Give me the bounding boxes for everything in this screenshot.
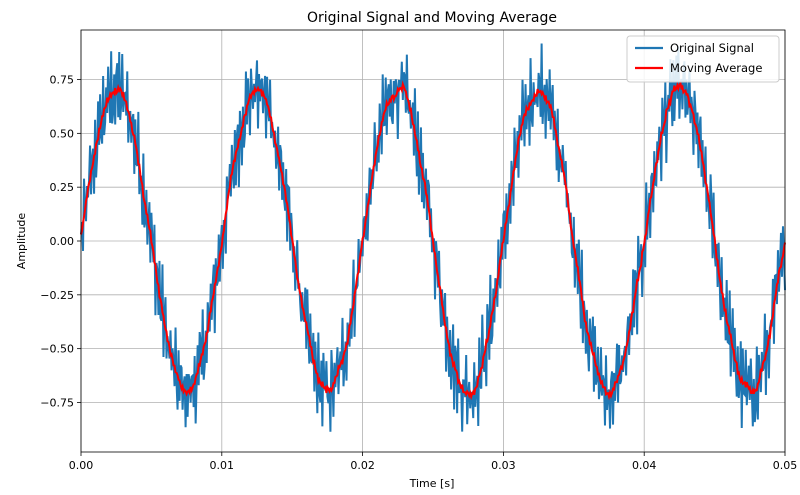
y-tick-label: 0.75 xyxy=(50,74,75,87)
y-tick-label: 0.25 xyxy=(50,181,75,194)
x-tick-label: 0.04 xyxy=(632,459,657,472)
y-axis-label: Amplitude xyxy=(15,213,28,270)
series-line-moving-average xyxy=(80,80,786,401)
x-tick-label: 0.05 xyxy=(773,459,798,472)
x-tick-label: 0.03 xyxy=(491,459,516,472)
plot-area xyxy=(80,43,786,432)
y-tick-label: −0.75 xyxy=(40,396,74,409)
legend-label-original-signal: Original Signal xyxy=(670,41,754,55)
x-axis-label: Time [s] xyxy=(409,477,455,490)
x-tick-label: 0.01 xyxy=(210,459,235,472)
legend: Original Signal Moving Average xyxy=(626,35,780,83)
x-tick-label: 0.02 xyxy=(350,459,375,472)
legend-label-moving-average: Moving Average xyxy=(670,61,762,75)
x-axis-ticks: 0.00 0.01 0.02 0.03 0.04 0.05 xyxy=(69,452,798,472)
x-tick-label: 0.00 xyxy=(69,459,94,472)
y-tick-label: −0.25 xyxy=(40,289,74,302)
y-tick-label: −0.50 xyxy=(40,343,74,356)
chart-title: Original Signal and Moving Average xyxy=(307,10,557,26)
y-tick-label: 0.50 xyxy=(50,127,75,140)
y-tick-label: 0.00 xyxy=(50,235,75,248)
legend-box xyxy=(626,35,780,83)
y-axis-ticks: −0.75 −0.50 −0.25 0.00 0.25 0.50 0.75 xyxy=(40,74,81,409)
